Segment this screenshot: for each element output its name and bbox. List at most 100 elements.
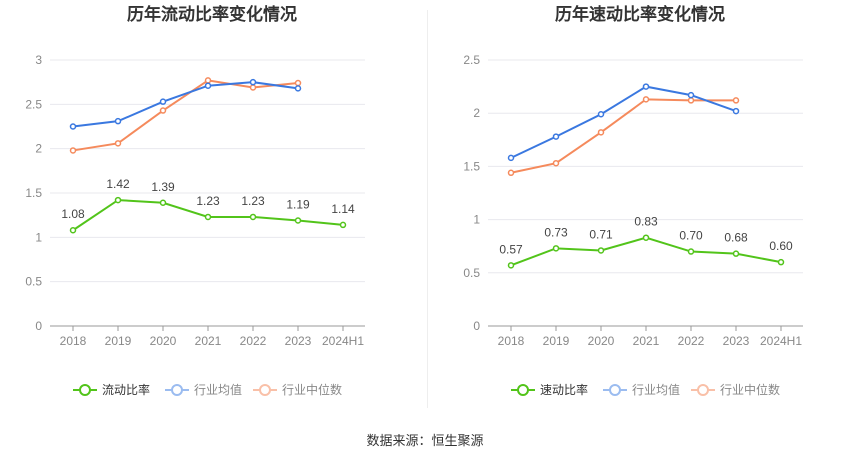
- data-point: [69, 123, 77, 130]
- data-point: [114, 196, 122, 204]
- x-tick-label: 2020: [588, 334, 615, 348]
- y-tick-label: 0.5: [25, 275, 42, 289]
- data-point: [249, 213, 257, 221]
- source-note: 数据来源：恒生聚源: [366, 433, 484, 448]
- series-line: [510, 98, 736, 174]
- data-point: [642, 234, 650, 241]
- x-tick-label: 2019: [543, 334, 570, 348]
- legend-marker: [259, 384, 271, 396]
- data-point: [204, 77, 212, 84]
- legend-marker: [609, 384, 621, 396]
- data-point: [159, 107, 167, 114]
- chart-title: 历年速动比率变化情况: [555, 4, 725, 24]
- data-label: 0.70: [679, 229, 703, 243]
- data-point: [552, 245, 560, 252]
- y-tick-label: 2: [473, 106, 480, 120]
- data-label: 1.14: [331, 202, 355, 216]
- data-point: [597, 129, 605, 136]
- data-point: [732, 250, 740, 257]
- series-line: [72, 79, 299, 152]
- data-point: [732, 107, 740, 115]
- data-point: [69, 226, 77, 234]
- data-label: 0.83: [634, 215, 658, 229]
- legend-label: 流动比率: [102, 382, 150, 397]
- data-label: 1.23: [241, 194, 265, 208]
- x-tick-label: 2021: [195, 334, 222, 348]
- data-label: 1.42: [106, 177, 130, 191]
- chart-title: 历年流动比率变化情况: [127, 4, 297, 24]
- data-label: 0.60: [769, 239, 793, 253]
- x-tick-label: 2018: [60, 334, 87, 348]
- x-tick-label: 2022: [240, 334, 267, 348]
- data-point: [339, 221, 347, 229]
- data-point: [294, 79, 302, 87]
- divider: [427, 10, 428, 408]
- legend-label: 行业中位数: [720, 382, 780, 397]
- data-point: [114, 117, 122, 125]
- y-tick-label: 2: [35, 142, 42, 156]
- data-point: [159, 98, 167, 105]
- y-tick-label: 0.5: [463, 266, 480, 280]
- data-label: 1.08: [61, 207, 85, 221]
- data-point: [687, 97, 695, 104]
- data-label: 1.19: [286, 197, 310, 211]
- data-label: 0.73: [544, 225, 568, 239]
- x-tick-label: 2020: [150, 334, 177, 348]
- data-point: [687, 248, 695, 255]
- data-point: [732, 97, 740, 104]
- legend-label: 速动比率: [540, 382, 588, 397]
- data-point: [204, 213, 212, 221]
- x-tick-label: 2023: [723, 334, 750, 348]
- data-point: [507, 154, 515, 162]
- data-point: [507, 169, 515, 177]
- y-tick-label: 1.5: [463, 159, 480, 173]
- y-tick-label: 1.5: [25, 186, 42, 200]
- data-label: 1.23: [196, 194, 220, 208]
- data-point: [69, 147, 77, 154]
- y-tick-label: 1: [35, 230, 42, 244]
- x-tick-label: 2024H1: [760, 334, 802, 348]
- legend-marker: [517, 384, 529, 396]
- data-point: [552, 159, 560, 167]
- y-tick-label: 0: [35, 319, 42, 333]
- x-tick-label: 2023: [285, 334, 312, 348]
- series-line: [72, 81, 299, 128]
- x-tick-label: 2021: [633, 334, 660, 348]
- data-label: 0.71: [589, 227, 613, 241]
- y-tick-label: 2.5: [463, 53, 480, 67]
- x-tick-label: 2022: [678, 334, 705, 348]
- x-tick-label: 2019: [105, 334, 132, 348]
- x-tick-label: 2024H1: [322, 334, 364, 348]
- legend-label: 行业均值: [194, 382, 242, 397]
- data-label: 1.39: [151, 180, 175, 194]
- data-point: [294, 85, 302, 92]
- data-label: 0.57: [499, 242, 523, 256]
- data-point: [249, 78, 257, 86]
- y-tick-label: 1: [473, 213, 480, 227]
- data-point: [507, 262, 515, 269]
- y-tick-label: 0: [473, 319, 480, 333]
- data-point: [552, 133, 560, 140]
- data-point: [114, 140, 122, 147]
- data-point: [777, 258, 785, 266]
- y-tick-label: 2.5: [25, 97, 42, 111]
- data-label: 0.68: [724, 231, 748, 245]
- data-point: [204, 82, 212, 89]
- data-point: [249, 84, 257, 91]
- series-line: [510, 85, 737, 159]
- legend-label: 行业中位数: [282, 382, 342, 397]
- y-tick-label: 3: [35, 53, 42, 67]
- legend-marker: [79, 384, 91, 396]
- x-tick-label: 2018: [498, 334, 525, 348]
- data-point: [642, 83, 650, 90]
- data-point: [687, 91, 695, 99]
- data-point: [294, 217, 302, 224]
- legend-marker: [697, 384, 709, 396]
- data-point: [597, 247, 605, 254]
- data-point: [597, 111, 605, 118]
- legend-label: 行业均值: [632, 382, 680, 397]
- data-point: [159, 199, 167, 207]
- data-point: [642, 96, 650, 103]
